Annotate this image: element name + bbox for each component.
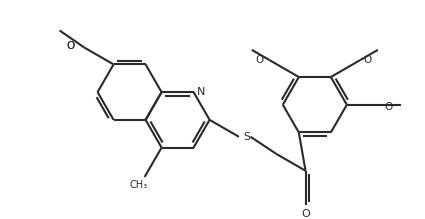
Text: O: O <box>66 41 75 51</box>
Text: O: O <box>384 102 393 112</box>
Text: N: N <box>197 87 206 97</box>
Text: CH₃: CH₃ <box>130 180 148 190</box>
Text: O: O <box>301 209 310 219</box>
Text: O: O <box>364 55 372 65</box>
Text: S: S <box>243 132 250 142</box>
Text: O: O <box>66 41 75 51</box>
Text: O: O <box>255 55 264 65</box>
